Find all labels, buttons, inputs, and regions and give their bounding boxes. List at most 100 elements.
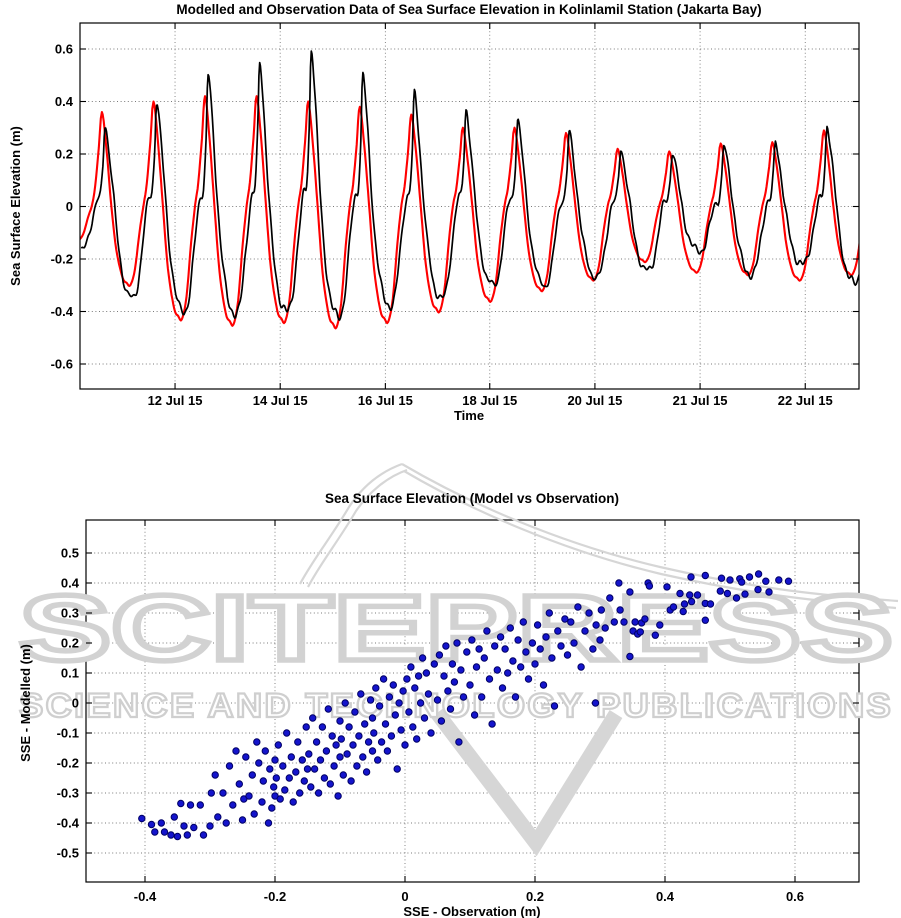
tick-label: -0.6 — [51, 357, 73, 372]
data-point — [316, 756, 325, 764]
data-point — [183, 831, 192, 839]
data-point — [281, 786, 289, 794]
tick-label: -0.4 — [51, 304, 74, 319]
data-point — [480, 654, 488, 662]
data-point — [389, 681, 397, 689]
model-line — [80, 95, 859, 330]
data-point — [442, 642, 450, 650]
data-point — [271, 756, 279, 764]
tick-label: 0 — [72, 696, 79, 711]
data-point — [377, 738, 386, 746]
watermark-tagline-text: SCIENCE AND TECHNOLOGY PUBLICATIONS — [19, 687, 893, 725]
data-point — [312, 738, 321, 746]
data-point — [399, 687, 407, 695]
data-point — [403, 675, 411, 683]
data-point — [663, 583, 671, 591]
data-point — [318, 723, 327, 731]
timeseries-chart: 0.6 0.4 0.2 0 -0.2 -0.4 -0.6 12 Jul 15 14 Jul 15… — [8, 2, 860, 423]
data-point — [693, 591, 702, 599]
tick-label: -0.4 — [57, 816, 80, 831]
data-point — [225, 762, 234, 770]
data-point — [416, 699, 425, 707]
data-point — [309, 714, 317, 722]
data-point — [250, 810, 258, 818]
data-point — [214, 813, 222, 821]
data-point — [361, 720, 369, 728]
data-point — [138, 814, 146, 823]
data-point — [368, 747, 377, 755]
data-point — [669, 603, 678, 611]
data-point — [717, 574, 726, 582]
data-point — [383, 747, 392, 755]
data-point — [450, 678, 459, 686]
data-point — [362, 768, 371, 776]
data-point — [283, 729, 291, 737]
data-point — [592, 621, 600, 629]
data-point — [463, 648, 471, 656]
data-point — [455, 738, 463, 746]
data-point — [359, 753, 367, 761]
data-point — [561, 615, 569, 623]
data-point — [701, 571, 709, 580]
data-point — [591, 699, 600, 707]
data-point — [411, 684, 419, 692]
data-point — [211, 771, 219, 779]
tick-label: 12 Jul 15 — [148, 393, 203, 408]
data-point — [616, 606, 624, 614]
tick-label: -0.2 — [264, 889, 286, 904]
data-point — [557, 642, 565, 650]
data-point — [701, 616, 709, 624]
data-point — [199, 831, 208, 839]
data-point — [427, 729, 435, 737]
data-point — [285, 774, 293, 782]
data-point — [563, 651, 572, 659]
scatter-points — [138, 570, 793, 841]
data-point — [409, 723, 417, 731]
data-point — [491, 642, 499, 650]
timeseries-grid — [81, 24, 858, 388]
data-point — [330, 762, 338, 770]
data-point — [687, 573, 695, 581]
data-point — [272, 774, 280, 782]
data-point — [160, 828, 169, 836]
data-point — [339, 771, 347, 779]
data-point — [585, 609, 593, 617]
data-point — [353, 762, 361, 770]
data-point — [596, 636, 604, 644]
data-point — [754, 570, 763, 578]
scatter-chart: SCITEPRESS SCIENCE AND TECHNOLOGY PUBLIC… — [16, 462, 899, 918]
data-point — [626, 652, 634, 661]
data-point — [253, 738, 261, 746]
data-point — [151, 828, 159, 836]
data-point — [368, 714, 377, 722]
data-point — [606, 594, 614, 602]
data-point — [466, 681, 474, 689]
data-point — [453, 639, 461, 647]
tick-label: -0.4 — [134, 889, 157, 904]
data-point — [433, 696, 442, 704]
data-point — [574, 603, 582, 611]
data-point — [364, 738, 373, 746]
data-point — [370, 729, 378, 737]
data-point — [430, 660, 438, 668]
scatter-title: Sea Surface Elevation (Model vs Observat… — [325, 491, 619, 506]
data-point — [173, 832, 182, 841]
data-point — [268, 804, 276, 812]
data-point — [645, 582, 654, 590]
tick-label: 0.6 — [55, 42, 73, 57]
data-point — [472, 663, 481, 671]
data-point — [459, 693, 468, 701]
data-point — [615, 579, 623, 587]
tick-label: -0.2 — [51, 252, 73, 267]
data-point — [533, 621, 542, 629]
data-point — [303, 765, 312, 773]
data-point — [424, 690, 433, 698]
data-point — [581, 627, 589, 635]
data-point — [242, 753, 250, 761]
data-point — [446, 705, 455, 713]
tick-label: -0.1 — [57, 726, 79, 741]
data-point — [620, 618, 628, 626]
data-point — [177, 799, 185, 808]
data-point — [414, 672, 423, 680]
data-point — [336, 753, 344, 761]
